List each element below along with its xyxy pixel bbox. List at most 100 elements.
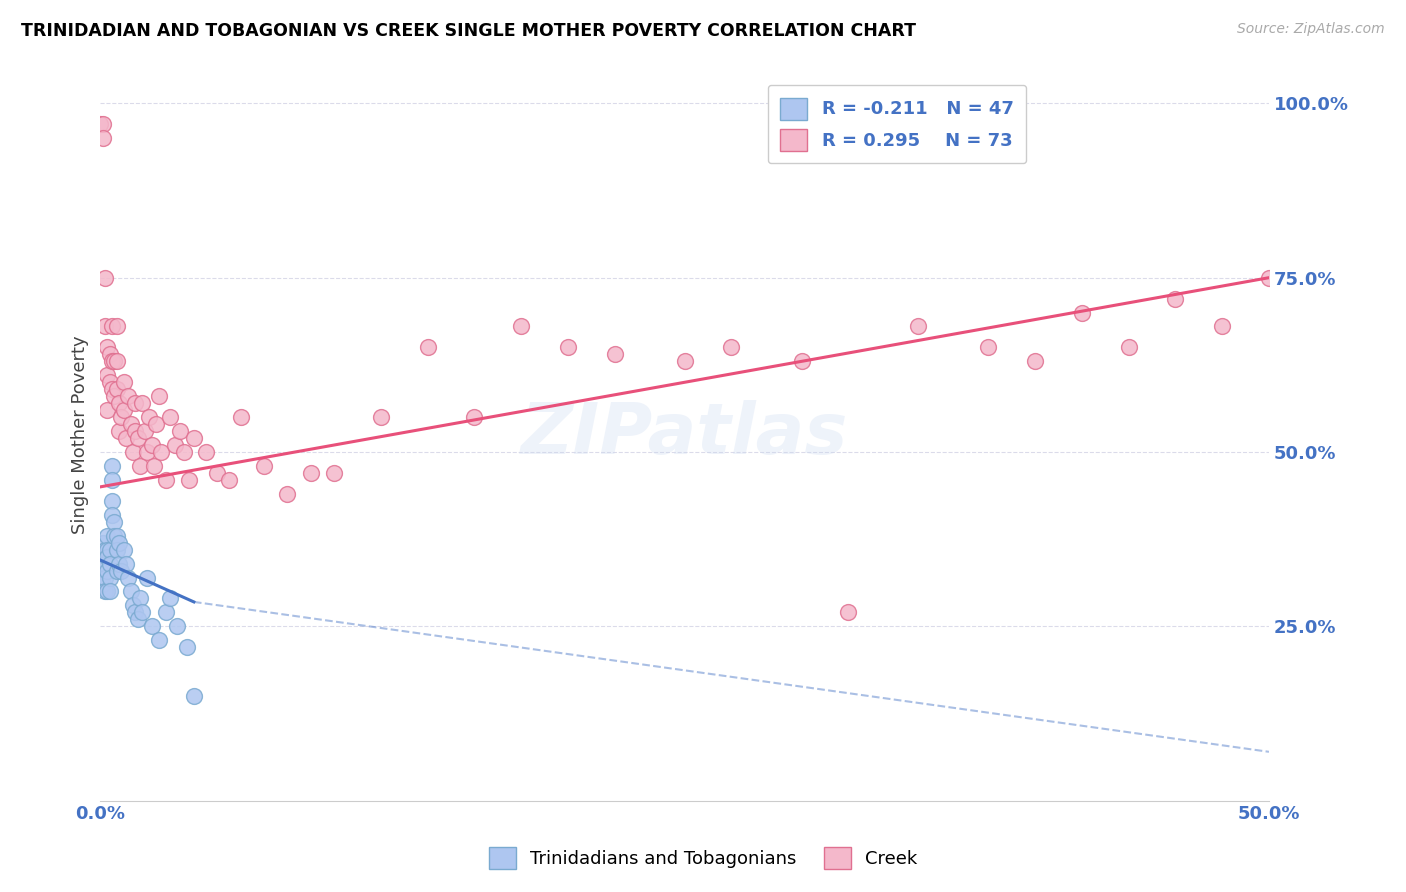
- Point: [94, 557, 117, 571]
- Point: [115, 557, 138, 571]
- Point: [124, 424, 146, 438]
- Point: [229, 410, 252, 425]
- Point: [91, 535, 114, 549]
- Point: [120, 584, 142, 599]
- Point: [218, 473, 240, 487]
- Point: [108, 396, 131, 410]
- Point: [122, 445, 145, 459]
- Point: [166, 619, 188, 633]
- Point: [1118, 340, 1140, 354]
- Point: [105, 354, 128, 368]
- Point: [96, 529, 118, 543]
- Point: [134, 424, 156, 438]
- Point: [148, 633, 170, 648]
- Point: [150, 445, 173, 459]
- Point: [179, 473, 201, 487]
- Point: [96, 403, 118, 417]
- Point: [89, 564, 111, 578]
- Point: [603, 347, 626, 361]
- Point: [101, 493, 124, 508]
- Point: [205, 466, 228, 480]
- Point: [101, 382, 124, 396]
- Text: TRINIDADIAN AND TOBAGONIAN VS CREEK SINGLE MOTHER POVERTY CORRELATION CHART: TRINIDADIAN AND TOBAGONIAN VS CREEK SING…: [21, 22, 917, 40]
- Point: [129, 591, 152, 606]
- Point: [94, 319, 117, 334]
- Point: [129, 458, 152, 473]
- Point: [103, 389, 125, 403]
- Point: [124, 606, 146, 620]
- Point: [323, 466, 346, 480]
- Point: [101, 354, 124, 368]
- Point: [124, 396, 146, 410]
- Point: [98, 347, 121, 361]
- Point: [143, 458, 166, 473]
- Point: [96, 549, 118, 564]
- Point: [169, 424, 191, 438]
- Point: [117, 570, 139, 584]
- Point: [155, 606, 177, 620]
- Point: [141, 619, 163, 633]
- Point: [370, 410, 392, 425]
- Point: [194, 445, 217, 459]
- Point: [136, 570, 159, 584]
- Point: [673, 354, 696, 368]
- Point: [183, 431, 205, 445]
- Point: [907, 319, 929, 334]
- Point: [173, 445, 195, 459]
- Point: [141, 438, 163, 452]
- Point: [94, 584, 117, 599]
- Legend: Trinidadians and Tobagonians, Creek: Trinidadians and Tobagonians, Creek: [479, 838, 927, 879]
- Point: [837, 606, 859, 620]
- Point: [105, 529, 128, 543]
- Point: [110, 564, 132, 578]
- Text: ZIPatlas: ZIPatlas: [522, 401, 848, 469]
- Point: [510, 319, 533, 334]
- Point: [96, 564, 118, 578]
- Point: [91, 577, 114, 591]
- Point: [105, 382, 128, 396]
- Point: [790, 354, 813, 368]
- Point: [98, 584, 121, 599]
- Point: [96, 584, 118, 599]
- Point: [557, 340, 579, 354]
- Point: [108, 424, 131, 438]
- Point: [112, 542, 135, 557]
- Point: [1164, 292, 1187, 306]
- Point: [101, 508, 124, 522]
- Point: [96, 340, 118, 354]
- Point: [96, 368, 118, 383]
- Point: [91, 117, 114, 131]
- Point: [720, 340, 742, 354]
- Point: [94, 270, 117, 285]
- Point: [136, 445, 159, 459]
- Point: [120, 417, 142, 431]
- Point: [105, 319, 128, 334]
- Point: [148, 389, 170, 403]
- Point: [253, 458, 276, 473]
- Point: [94, 542, 117, 557]
- Point: [89, 549, 111, 564]
- Point: [1258, 270, 1281, 285]
- Point: [416, 340, 439, 354]
- Point: [138, 410, 160, 425]
- Point: [98, 542, 121, 557]
- Point: [117, 389, 139, 403]
- Point: [98, 376, 121, 390]
- Point: [1024, 354, 1046, 368]
- Point: [145, 417, 167, 431]
- Point: [276, 487, 298, 501]
- Point: [115, 431, 138, 445]
- Point: [89, 117, 111, 131]
- Text: Source: ZipAtlas.com: Source: ZipAtlas.com: [1237, 22, 1385, 37]
- Point: [977, 340, 1000, 354]
- Point: [122, 599, 145, 613]
- Point: [110, 410, 132, 425]
- Y-axis label: Single Mother Poverty: Single Mother Poverty: [72, 335, 89, 534]
- Point: [101, 458, 124, 473]
- Point: [1071, 305, 1094, 319]
- Point: [176, 640, 198, 655]
- Point: [103, 529, 125, 543]
- Point: [101, 473, 124, 487]
- Point: [91, 131, 114, 145]
- Legend: R = -0.211   N = 47, R = 0.295    N = 73: R = -0.211 N = 47, R = 0.295 N = 73: [768, 85, 1026, 163]
